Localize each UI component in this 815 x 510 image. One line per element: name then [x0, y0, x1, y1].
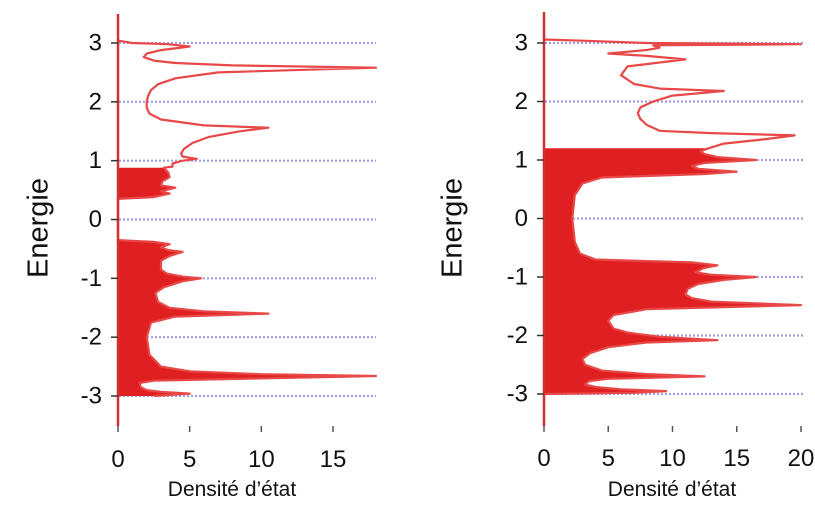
- right-dos-filled-band: [544, 148, 801, 394]
- left-y-tick-label: -3: [81, 383, 102, 410]
- right-x-axis-title: Densité d’état: [608, 478, 737, 501]
- left-y-tick-label: 2: [89, 88, 102, 115]
- right-x-tick-label: 20: [788, 445, 815, 472]
- left-dos-curve: [116, 39, 378, 398]
- right-y-tick-label: 3: [515, 30, 528, 57]
- right-y-tick-label: 1: [515, 147, 528, 174]
- right-x-tick-label: 5: [602, 445, 615, 472]
- right-y-tick-label: 0: [515, 205, 528, 232]
- left-x-axis-title: Densité d’état: [168, 478, 297, 501]
- left-dos-filled-band: [118, 240, 376, 396]
- right-y-tick-label: -3: [507, 381, 528, 408]
- right-y-tick-label: -2: [507, 322, 528, 349]
- left-x-tick-label: 5: [183, 446, 196, 473]
- left-y-tick-label: 1: [89, 147, 102, 174]
- left-x-tick-label: 0: [111, 446, 124, 473]
- left-y-tick-label: -2: [81, 324, 102, 351]
- right-x-tick-label: 10: [659, 445, 686, 472]
- right-y-tick-label: -1: [507, 264, 528, 291]
- left-y-tick-label: 3: [89, 30, 102, 57]
- left-x-tick-label: 15: [320, 446, 347, 473]
- left-y-axis-title: Energie: [23, 178, 55, 278]
- right-x-tick-label: 15: [723, 445, 750, 472]
- right-y-tick-label: 2: [515, 88, 528, 115]
- left-y-tick-label: -1: [81, 265, 102, 292]
- right-x-tick-label: 0: [537, 445, 550, 472]
- right-y-axis-title: Energie: [437, 178, 469, 278]
- right-dos-curve: [543, 38, 803, 396]
- left-x-tick-label: 10: [248, 446, 275, 473]
- left-y-tick-label: 0: [89, 206, 102, 233]
